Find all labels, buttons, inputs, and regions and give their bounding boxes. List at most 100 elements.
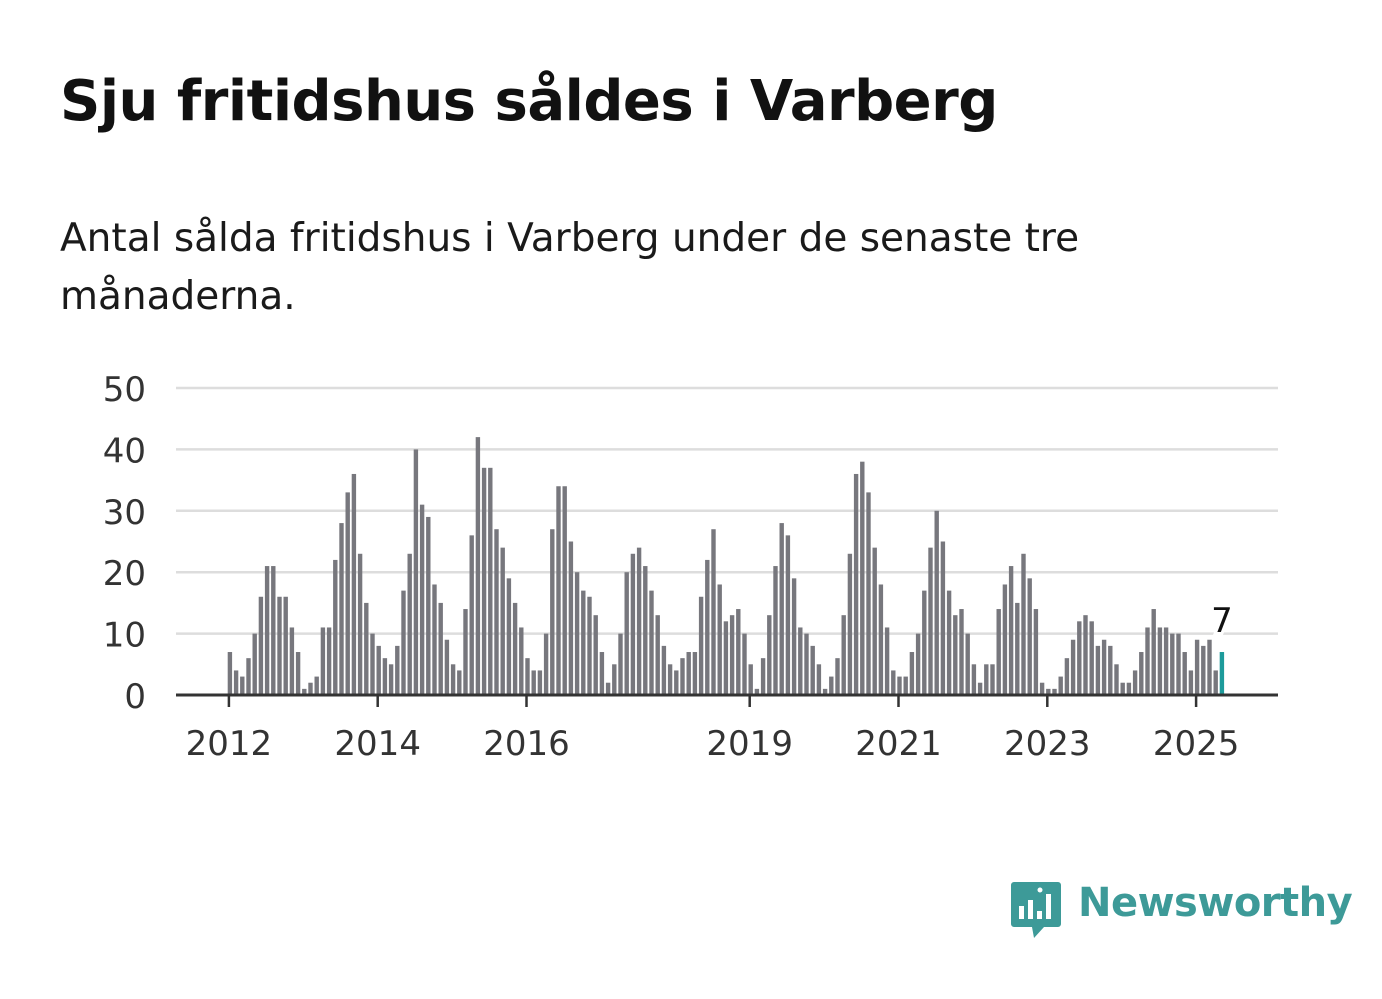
bar [258,596,264,695]
bar [754,688,760,695]
bar [748,664,753,695]
bars [227,437,1225,695]
bar [295,652,301,695]
bar [413,449,419,695]
y-tick-label: 50 [103,370,146,410]
bar [450,664,456,695]
bar [1015,602,1020,695]
y-tick-label: 0 [124,677,146,717]
bar [984,664,989,695]
bar [1201,645,1206,695]
bar [773,566,778,695]
bar [692,652,698,695]
bar [1002,584,1008,695]
bar [302,688,307,695]
bar [717,584,722,695]
bar [488,467,493,695]
bar [965,633,970,695]
bar [1170,633,1175,695]
bar [1151,609,1156,695]
bar [1132,670,1138,695]
bar [760,658,766,695]
bar [605,682,611,695]
bar [320,627,326,695]
bar [853,473,859,695]
bar [240,676,245,695]
bar [798,627,803,695]
bar [463,609,468,695]
y-tick-label: 30 [103,493,146,533]
data-labels: 7 [1208,598,1236,644]
bar [953,615,958,695]
bar [419,504,425,695]
bar [903,676,908,695]
bar [568,541,574,695]
bar [599,652,605,695]
bar [432,584,437,695]
bar [767,615,772,695]
bar [500,547,505,695]
bar [1008,566,1014,695]
x-tick-label: 2014 [334,724,421,764]
bar [525,658,530,695]
chart-subtitle: Antal sålda fritidshus i Varberg under d… [60,216,1080,319]
bar [959,609,964,695]
bar [351,473,357,695]
x-tick-label: 2019 [706,724,793,764]
bar [915,633,921,695]
bar [686,652,691,695]
bar [537,670,543,695]
bar [909,652,915,695]
bar [1021,553,1026,695]
bar [395,645,400,695]
bar [1095,645,1101,695]
bar [227,652,233,695]
bar [1182,652,1187,695]
bar [512,602,518,695]
bar [649,590,654,695]
bar [1046,688,1051,695]
bar [593,615,598,695]
bar [928,547,933,695]
bar [1163,627,1169,695]
bar-chart: 0 10 20 30 40 50 2012 2014 2016 2019 2021 2023 2025… [103,370,1278,764]
bar [680,658,685,695]
bar [897,676,902,695]
bar [444,639,450,695]
bar [996,609,1001,695]
bar [816,664,822,695]
bar [426,516,431,695]
bar [388,664,394,695]
highlight-value-label: 7 [1211,601,1233,641]
bar [233,670,239,695]
bar [878,584,884,695]
bar [475,437,481,695]
bar-chart-speech-bubble-icon [1011,882,1061,938]
bar [1052,688,1057,695]
bar [1176,633,1181,695]
bar [940,541,946,695]
bar [1064,658,1070,695]
bar [252,633,257,695]
bar [971,664,977,695]
bar [556,486,561,695]
bar [519,627,524,695]
bar [271,566,276,695]
x-tick-label: 2012 [186,724,273,764]
bar [1077,621,1082,695]
bar [264,566,270,695]
bar [866,492,871,695]
bar [1033,609,1039,695]
bar [835,658,840,695]
bar [357,553,363,695]
bar [872,547,877,695]
y-tick-label: 10 [103,616,146,656]
bar [1089,621,1094,695]
bar [1058,676,1063,695]
bar [822,688,828,695]
bar [630,553,636,695]
bar [729,615,735,695]
bar [990,664,995,695]
bar [1194,639,1200,695]
bar [804,633,809,695]
